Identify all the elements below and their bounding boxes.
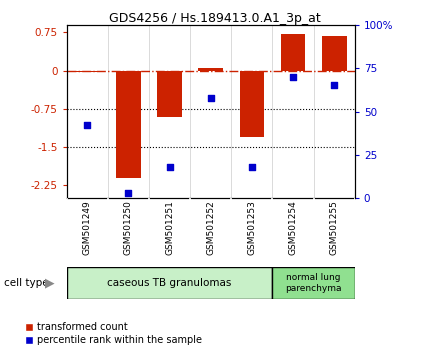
Bar: [67, 267, 273, 299]
Text: cell type: cell type: [4, 278, 49, 288]
Text: GSM501251: GSM501251: [165, 200, 174, 255]
Bar: [157, 71, 182, 116]
Point: [125, 190, 132, 196]
Text: normal lung
parenchyma: normal lung parenchyma: [286, 274, 342, 293]
Bar: [322, 36, 347, 71]
Point: [207, 95, 214, 101]
Text: caseous TB granulomas: caseous TB granulomas: [108, 278, 232, 288]
Text: ▶: ▶: [45, 277, 54, 290]
Point: [249, 164, 255, 170]
Text: GSM501253: GSM501253: [247, 200, 256, 255]
Bar: [281, 34, 305, 71]
Bar: [198, 68, 223, 71]
Bar: [116, 71, 141, 178]
Text: GSM501255: GSM501255: [330, 200, 339, 255]
Point: [166, 164, 173, 170]
Text: GSM501252: GSM501252: [206, 200, 215, 255]
Point: [289, 74, 296, 80]
Point: [84, 122, 91, 128]
Bar: [240, 71, 264, 137]
Bar: [273, 267, 355, 299]
Bar: [75, 71, 100, 72]
Point: [331, 83, 338, 88]
Text: GSM501250: GSM501250: [124, 200, 133, 255]
Text: GDS4256 / Hs.189413.0.A1_3p_at: GDS4256 / Hs.189413.0.A1_3p_at: [109, 12, 321, 25]
Text: GSM501254: GSM501254: [289, 200, 298, 255]
Legend: transformed count, percentile rank within the sample: transformed count, percentile rank withi…: [22, 319, 206, 349]
Text: GSM501249: GSM501249: [83, 200, 92, 255]
